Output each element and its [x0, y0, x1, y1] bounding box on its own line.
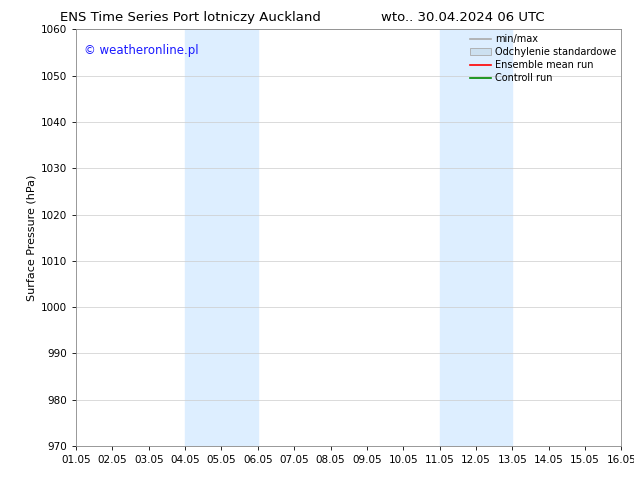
Bar: [439, 29, 512, 446]
Y-axis label: Surface Pressure (hPa): Surface Pressure (hPa): [27, 174, 37, 301]
Legend: min/max, Odchylenie standardowe, Ensemble mean run, Controll run: min/max, Odchylenie standardowe, Ensembl…: [466, 30, 620, 87]
Text: wto.. 30.04.2024 06 UTC: wto.. 30.04.2024 06 UTC: [381, 11, 545, 24]
Bar: [185, 29, 258, 446]
Text: ENS Time Series Port lotniczy Auckland: ENS Time Series Port lotniczy Auckland: [60, 11, 321, 24]
Text: © weatheronline.pl: © weatheronline.pl: [84, 44, 199, 57]
